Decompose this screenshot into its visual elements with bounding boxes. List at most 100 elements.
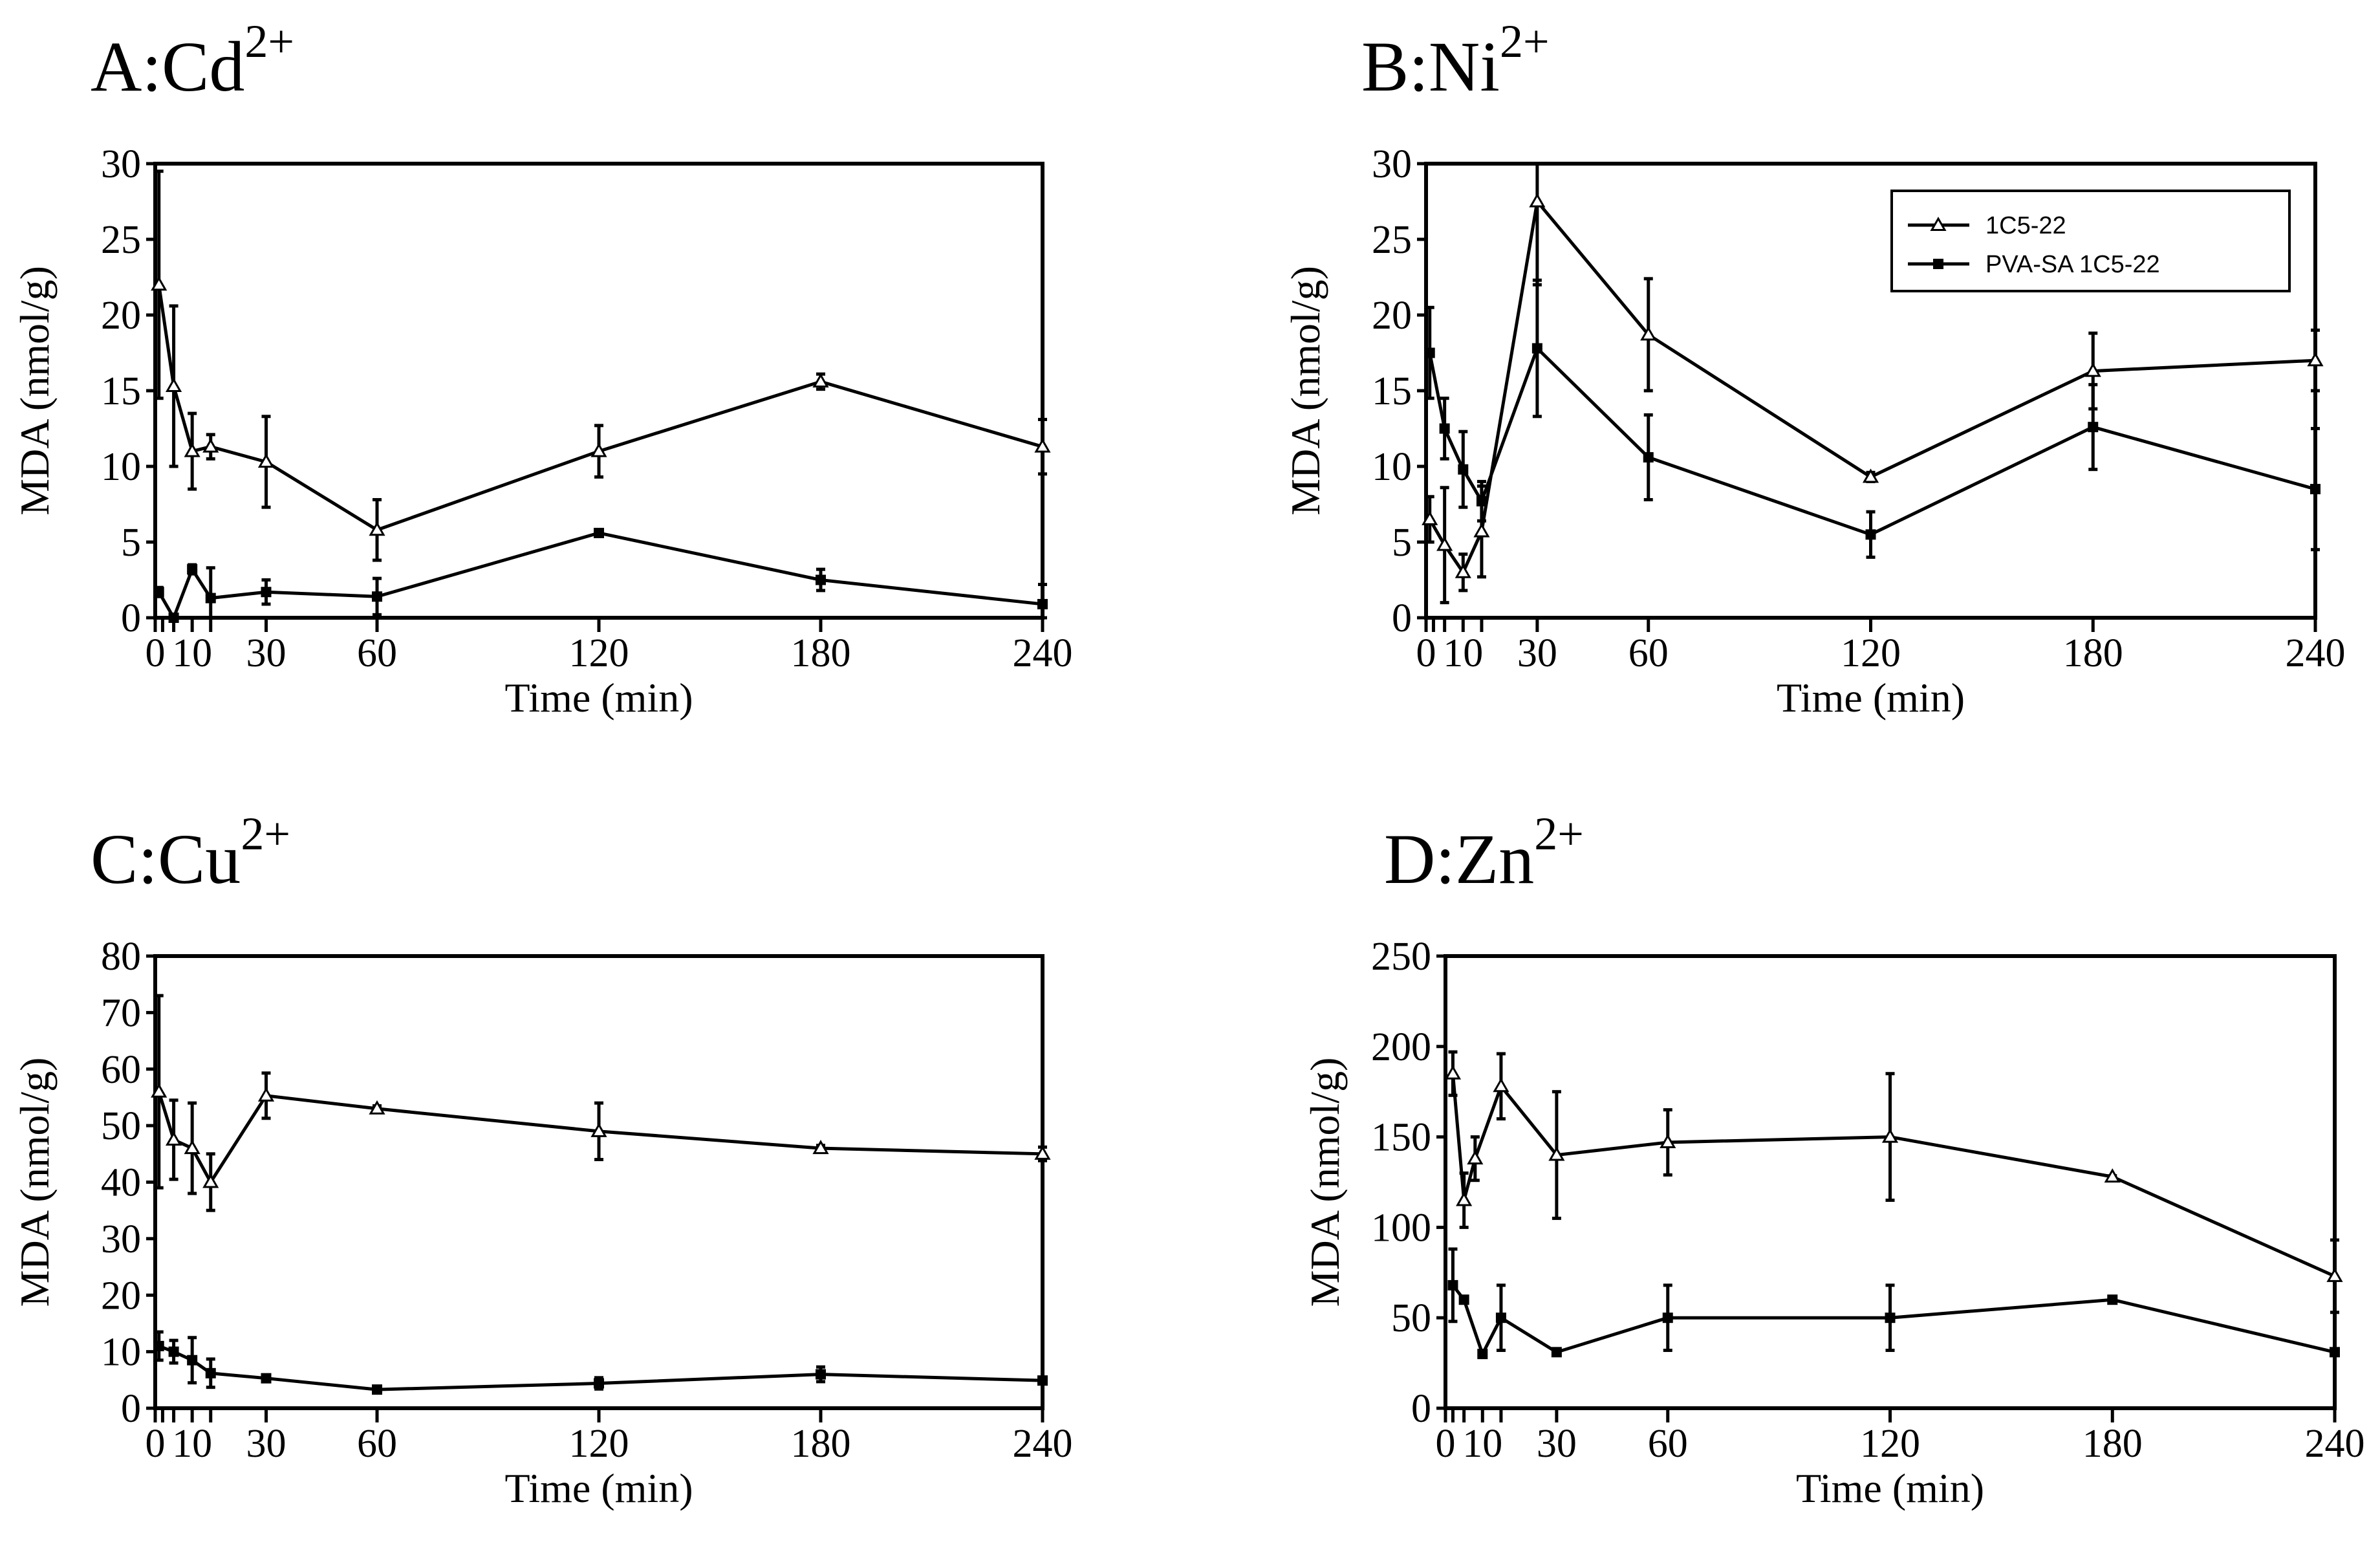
panel-d-series-1 bbox=[1447, 1247, 2340, 1360]
panel-b-series-1-point bbox=[2310, 484, 2320, 495]
panel-c-series-0-point bbox=[257, 1087, 275, 1102]
panel-a-series-0-point bbox=[369, 521, 385, 536]
panel-d-title-text: D:Zn bbox=[1384, 820, 1534, 898]
panel-b-series-0-point bbox=[2307, 352, 2324, 367]
panel-a-y-axis-label: MDA (nmol/g) bbox=[12, 266, 58, 516]
panel-a-series-0-point bbox=[257, 453, 275, 468]
panel-c-x-tick-label: 120 bbox=[569, 1422, 629, 1466]
panel-b-series-1-point bbox=[1424, 347, 1435, 358]
panel-d-series-0-point bbox=[2104, 1168, 2121, 1183]
panel-b-title: B:Ni2+ bbox=[1361, 16, 1550, 106]
panel-c-y-tick-label: 80 bbox=[101, 935, 141, 979]
panel-c-series-1-point bbox=[1037, 1375, 1048, 1386]
panel-c-series-0-point bbox=[151, 1083, 168, 1098]
panel-a-series-0-line bbox=[157, 284, 1043, 532]
panel-b-series-1-line bbox=[1428, 346, 2316, 536]
panel-b-legend: 1C5-22 PVA-SA 1C5-22 bbox=[1890, 190, 2291, 292]
panel-a-x-tick-label: 240 bbox=[1013, 631, 1073, 675]
panel-c-series-0 bbox=[151, 994, 1051, 1212]
panel-a-series-0-point bbox=[151, 276, 168, 291]
panel-c-title: C:Cu2+ bbox=[91, 808, 290, 898]
panel-a-series-0-point bbox=[812, 373, 829, 387]
panel-a-x-tick-label: 120 bbox=[569, 631, 629, 675]
panel-a-series-1-point bbox=[372, 591, 382, 602]
panel-c-title-superscript: 2+ bbox=[241, 808, 290, 860]
panel-c-x-tick-label: 30 bbox=[246, 1422, 287, 1466]
panel-d-series-1-point bbox=[1447, 1279, 1458, 1290]
panel-b-y-tick-label: 20 bbox=[1372, 294, 1412, 338]
panel-c-y-axis-label: MDA (nmol/g) bbox=[12, 1058, 58, 1307]
panel-a-series-1-point bbox=[205, 593, 216, 604]
panel-c-x-tick-label: 60 bbox=[357, 1422, 397, 1466]
panel-c-series-0-point bbox=[812, 1140, 829, 1155]
panel-a-series-0-point bbox=[590, 442, 607, 457]
panel-d-y-tick-label: 50 bbox=[1391, 1296, 1431, 1340]
panel-c-series-0-point bbox=[202, 1173, 219, 1188]
panel-a-series-1-point bbox=[594, 527, 604, 538]
panel-c-y-tick-label: 10 bbox=[101, 1331, 141, 1375]
panel-a-series-1-point bbox=[1037, 598, 1048, 609]
panel-b-series-1-point bbox=[1476, 495, 1487, 506]
panel-a-x-tick-label: 10 bbox=[172, 631, 212, 675]
panel-b-series-1-point bbox=[1439, 423, 1450, 434]
panel-a-series-1-point bbox=[816, 574, 826, 585]
panel-b-series-0-point bbox=[1862, 468, 1879, 483]
panel-c-series-1 bbox=[153, 1330, 1048, 1395]
panel-a-y-tick-label: 20 bbox=[101, 294, 141, 338]
panel-a-series-0-point bbox=[165, 377, 182, 392]
panel-c-x-tick-label: 180 bbox=[791, 1422, 851, 1466]
panel-d-y-axis-label: MDA (nmol/g) bbox=[1302, 1058, 1348, 1307]
panel-b-series-0-point bbox=[1529, 193, 1546, 208]
panel-c-y-tick-label: 30 bbox=[101, 1217, 141, 1261]
panel-a-x-tick-label: 180 bbox=[791, 631, 851, 675]
panel-a-series-1-point bbox=[153, 587, 164, 598]
panel-c-series-0-point bbox=[590, 1122, 607, 1137]
panel-c-x-tick-label: 10 bbox=[172, 1422, 212, 1466]
panel-a-series-0-point bbox=[202, 438, 219, 453]
panel-d-series-0-point bbox=[1444, 1065, 1462, 1080]
panel-d-series-1-point bbox=[1495, 1312, 1506, 1323]
panel-a-y-tick-label: 25 bbox=[101, 218, 141, 262]
panel-c-y-tick-label: 0 bbox=[121, 1387, 141, 1431]
panel-b-series-0-point bbox=[1455, 563, 1471, 578]
panel-d-series-1-point bbox=[1885, 1312, 1896, 1323]
panel-c-series-1-point bbox=[261, 1373, 272, 1384]
panel-c-y-tick-label: 60 bbox=[101, 1048, 141, 1092]
panel-c-series-1-point bbox=[594, 1378, 604, 1389]
panel-b-x-tick-label: 60 bbox=[1628, 631, 1669, 675]
panel-d-x-tick-label: 10 bbox=[1462, 1422, 1502, 1466]
panel-b-series-0-point bbox=[2084, 362, 2101, 377]
panel-b-legend-label: 1C5-22 bbox=[1985, 212, 2066, 239]
panel-a-y-tick-label: 30 bbox=[101, 142, 141, 186]
panel-b-legend-box bbox=[1890, 190, 2291, 292]
panel-b-series-1-point bbox=[1643, 452, 1654, 463]
panel-c-series-0-point bbox=[369, 1100, 385, 1115]
panel-c-series-1-point bbox=[153, 1340, 164, 1351]
panel-d-y-tick-label: 150 bbox=[1371, 1116, 1431, 1160]
panel-c-series-0-point bbox=[184, 1140, 200, 1155]
panel-b-x-tick-label: 0 bbox=[1416, 631, 1436, 675]
panel-d-x-tick-label: 0 bbox=[1436, 1422, 1456, 1466]
panel-b-series-0-point bbox=[1422, 510, 1438, 525]
panel-b-series-1-point bbox=[1531, 343, 1542, 354]
panel-c-y-tick-label: 20 bbox=[101, 1274, 141, 1318]
panel-a-title-superscript: 2+ bbox=[244, 16, 294, 67]
panel-a-title-text: A:Cd bbox=[91, 27, 244, 106]
panel-a-y-tick-label: 0 bbox=[121, 596, 141, 640]
panel-d-series-1-point bbox=[1458, 1294, 1469, 1305]
panel-d-x-tick-label: 240 bbox=[2305, 1422, 2365, 1466]
panel-b-series-0 bbox=[1422, 162, 2324, 605]
panel-b-x-tick-label: 30 bbox=[1517, 631, 1557, 675]
panel-a-series-0-point bbox=[184, 442, 200, 457]
panel-a-x-axis-label: Time (min) bbox=[505, 675, 693, 721]
panel-d-series-0-line bbox=[1451, 1073, 2336, 1278]
panel-b-y-tick-label: 30 bbox=[1372, 142, 1412, 186]
panel-c-title-text: C:Cu bbox=[91, 820, 241, 898]
panel-a-y-tick-label: 15 bbox=[101, 369, 141, 413]
panel-a-series-1-point bbox=[187, 564, 198, 575]
panel-a-title: A:Cd2+ bbox=[91, 16, 294, 106]
panel-a-y-tick-label: 5 bbox=[121, 521, 141, 565]
